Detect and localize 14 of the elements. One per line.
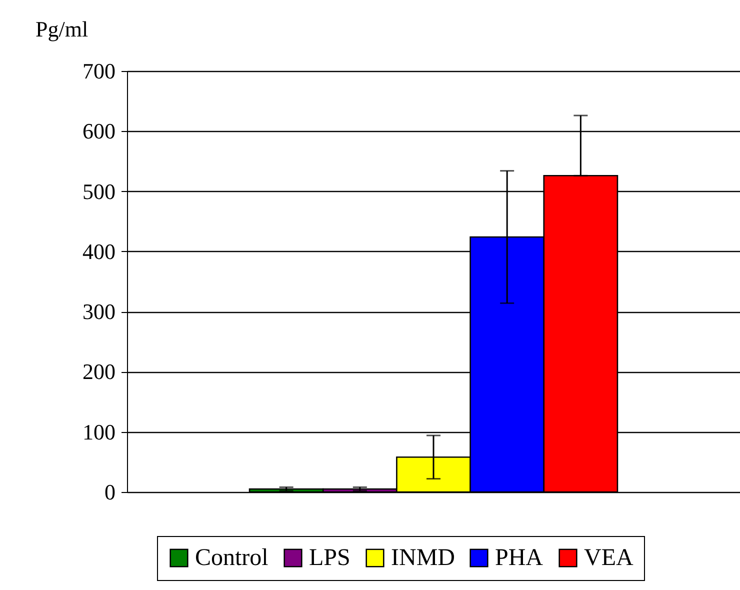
y-tick-label: 500: [82, 178, 116, 204]
y-tick-label: 100: [82, 419, 116, 444]
y-tick-label: 300: [82, 299, 116, 324]
legend-label: LPS: [309, 545, 350, 571]
legend-label: INMD: [391, 545, 455, 571]
y-tick-label: 0: [104, 480, 116, 504]
y-tick-label: 600: [82, 118, 116, 144]
y-tick-label: 400: [82, 238, 116, 264]
legend-label: VEA: [584, 545, 634, 571]
legend-label: PHA: [495, 545, 544, 571]
legend-label: Control: [195, 545, 269, 571]
y-axis-title: Pg/ml: [36, 16, 88, 42]
y-tick-label: 200: [82, 359, 116, 384]
y-tick-label: 700: [82, 58, 116, 84]
